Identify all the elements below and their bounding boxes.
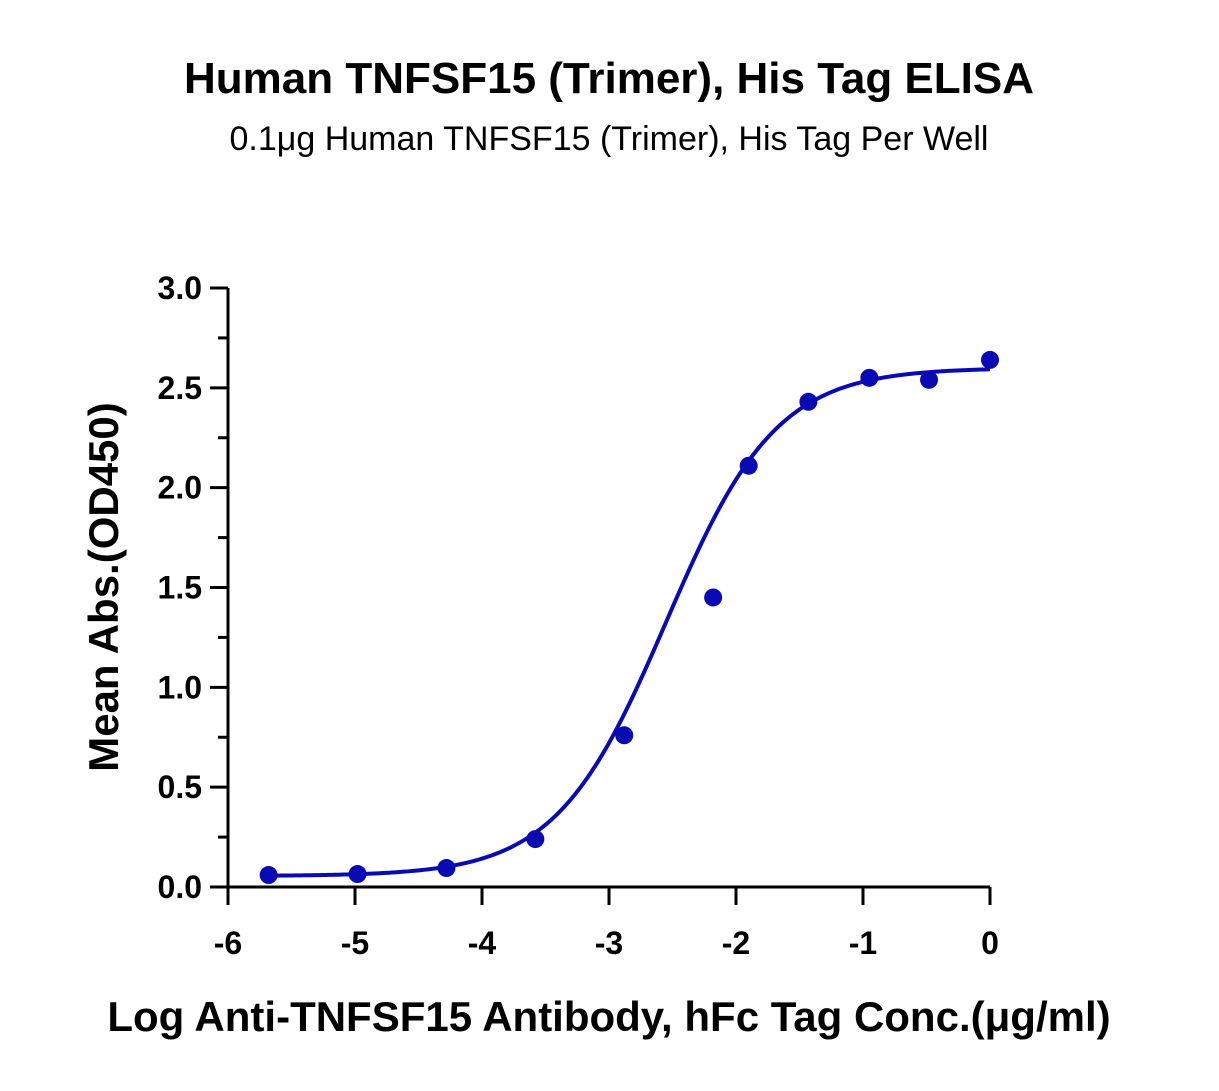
y-tick-label: 0.0	[158, 869, 202, 905]
data-point	[526, 830, 545, 849]
data-point	[437, 859, 456, 878]
data-point	[704, 588, 723, 607]
y-tick-label: 3.0	[158, 270, 202, 306]
data-point	[920, 370, 939, 389]
fit-curve-layer	[268, 367, 991, 878]
data-point	[615, 726, 634, 745]
y-tick-label: 1.5	[158, 570, 202, 606]
data-points-layer	[259, 350, 999, 885]
chart-title: Human TNFSF15 (Trimer), His Tag ELISA	[184, 54, 1034, 103]
chart-subtitle: 0.1μg Human TNFSF15 (Trimer), His Tag Pe…	[230, 120, 989, 158]
data-point	[259, 866, 278, 885]
x-tick-label: -1	[849, 925, 877, 961]
data-point	[348, 865, 367, 884]
data-point	[981, 350, 999, 369]
data-point	[860, 368, 879, 387]
x-tick-label: -6	[214, 925, 242, 961]
axes: 0.0 0.5 1.0 1.5 2.0 2.5 3.0 -6 -5 -4 -3 -2 -1 0	[158, 270, 999, 961]
data-point	[739, 456, 758, 475]
x-axis-label: Log Anti-TNFSF15 Antibody, hFc Tag Conc.…	[107, 993, 1110, 1040]
y-tick-label: 2.0	[158, 470, 202, 506]
y-tick-label: 0.5	[158, 769, 202, 805]
x-tick-label: -3	[595, 925, 623, 961]
y-tick-label: 2.5	[158, 370, 202, 406]
x-tick-label: -5	[341, 925, 369, 961]
y-tick-label: 1.0	[158, 669, 202, 705]
x-tick-label: 0	[981, 925, 999, 961]
data-point	[799, 392, 818, 411]
y-axis-label: Mean Abs.(OD450)	[80, 402, 127, 772]
fit-curve	[268, 367, 991, 878]
x-tick-label: -4	[468, 925, 497, 961]
x-tick-label: -2	[722, 925, 750, 961]
